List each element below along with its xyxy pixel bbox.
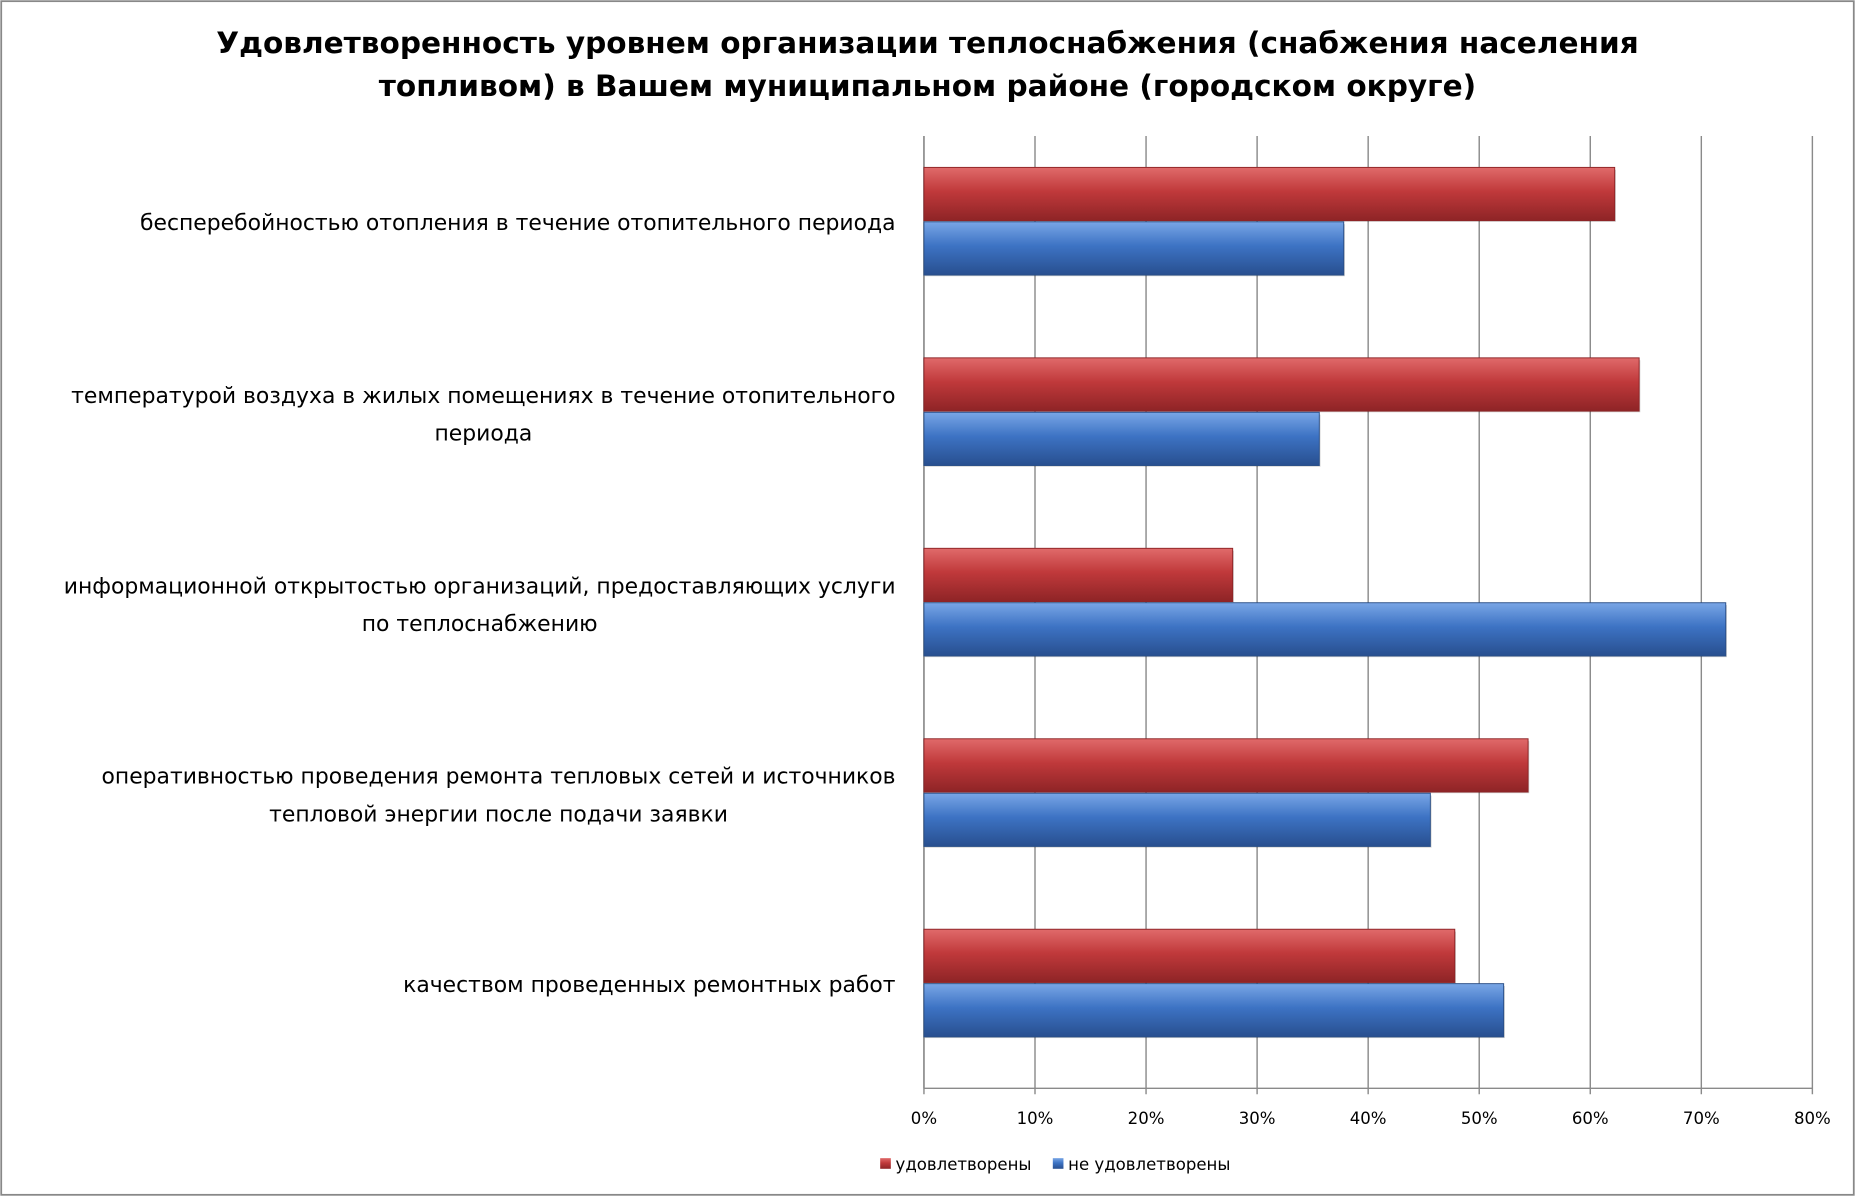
category-label: оперативностью проведения ремонта теплов… [102, 765, 896, 790]
category-label: бесперебойностью отопления в течение ото… [140, 211, 896, 236]
legend-swatch-1 [1052, 1158, 1064, 1169]
bar-satisfied-1 [923, 357, 1640, 412]
category-label: температурой воздуха в жилых помещениях … [71, 384, 895, 409]
legend-label-1: не удовлетворены [1068, 1155, 1230, 1174]
x-tick-label: 0% [911, 1109, 937, 1128]
bar-not-satisfied-4 [923, 983, 1505, 1038]
chart-title: Удовлетворенность уровнем организации те… [216, 26, 1638, 60]
legend-label-0: удовлетворены [896, 1155, 1032, 1174]
bar-satisfied-0 [923, 166, 1616, 222]
x-tick-label: 70% [1683, 1109, 1720, 1128]
bar-satisfied-3 [923, 738, 1529, 793]
x-tick-label: 40% [1350, 1109, 1387, 1128]
category-label: качеством проведенных ремонтных работ [403, 973, 896, 998]
x-tick-label: 30% [1239, 1109, 1276, 1128]
category-label: периода [434, 422, 532, 447]
bar-not-satisfied-1 [923, 411, 1320, 466]
x-tick-label: 80% [1794, 1109, 1831, 1128]
x-tick-label: 50% [1461, 1109, 1498, 1128]
category-label: информационной открытостью организаций, … [64, 574, 896, 599]
x-tick-label: 10% [1017, 1109, 1054, 1128]
category-label: тепловой энергии после подачи заявки [269, 803, 728, 828]
x-tick-label: 60% [1572, 1109, 1609, 1128]
chart-title: топливом) в Вашем муниципальном районе (… [379, 69, 1476, 103]
bar-not-satisfied-2 [923, 602, 1727, 657]
legend-swatch-0 [880, 1158, 891, 1169]
bar-not-satisfied-3 [923, 792, 1431, 847]
category-label: по теплоснабжению [362, 612, 598, 637]
bar-not-satisfied-0 [923, 221, 1345, 276]
x-tick-label: 20% [1128, 1109, 1165, 1128]
bar-satisfied-4 [923, 928, 1456, 983]
bar-satisfied-2 [923, 547, 1234, 603]
